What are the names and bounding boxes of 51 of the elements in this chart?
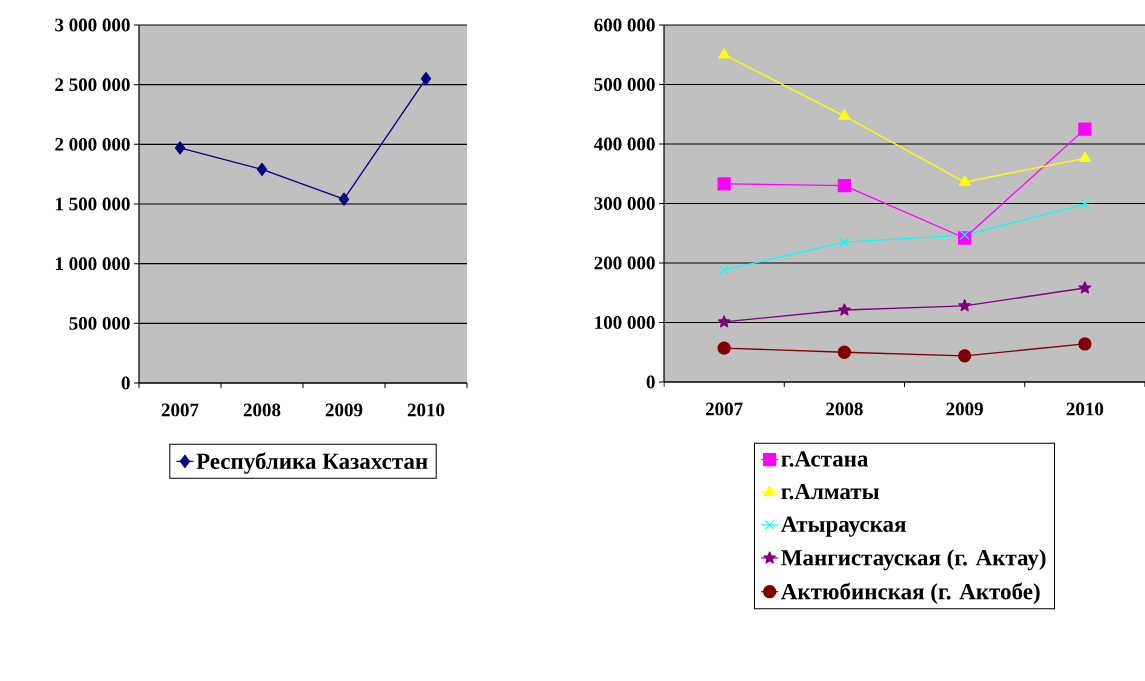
y-tick-label: 2 500 000 [55,78,130,92]
x-tick-label: 2010 [1066,402,1104,416]
point [174,141,186,155]
x-tick-label: 2007 [161,403,199,417]
point [719,265,730,276]
legend-label: г.Алматы [781,483,879,500]
y-tick-label: 500 000 [594,78,655,91]
point [256,162,268,177]
legend-label: г.Астана [781,451,869,467]
x-tick-label: 2009 [946,402,983,416]
point [717,315,731,328]
point [717,341,731,355]
point [1078,337,1092,351]
legend-label: Атырауская [781,516,906,537]
y-tick-label: 100 000 [595,316,655,329]
y-tick-label: 600 000 [594,18,655,32]
y-tick-label: 500 000 [69,316,130,330]
x-tick-label: 2008 [826,402,863,416]
y-tick-label: 0 [121,376,130,390]
y-tick-label: 200 000 [594,256,655,270]
point [420,72,432,86]
legend-label: Республика Казахстан [196,452,428,474]
point [838,109,851,120]
y-tick-label: 1 500 000 [55,197,130,211]
point [839,237,850,248]
point [837,179,852,193]
x-tick-label: 2010 [407,403,445,417]
y-tick-label: 3 000 000 [55,18,130,32]
point [338,192,350,206]
point [717,177,731,191]
point [1079,151,1091,162]
point [959,230,970,240]
y-tick-label: 0 [646,375,655,389]
x-tick-label: 2009 [325,403,363,417]
x-tick-label: 2007 [705,402,743,416]
point [718,48,730,59]
point [1079,199,1090,209]
point [837,345,852,359]
point [1078,281,1092,294]
point [957,349,972,363]
point [958,175,971,186]
y-tick-label: 400 000 [593,137,655,151]
y-tick-label: 1 000 000 [55,257,130,271]
y-tick-label: 300 000 [594,197,655,210]
legend-label: Мангистауская (г. Актау) [781,549,1046,571]
legend-label: Актюбинская (г. Актобе) [781,582,1040,605]
y-tick-label: 2 000 000 [55,137,130,151]
point [958,299,971,312]
point [1078,122,1092,136]
x-tick-label: 2008 [243,403,281,417]
point [838,303,851,316]
